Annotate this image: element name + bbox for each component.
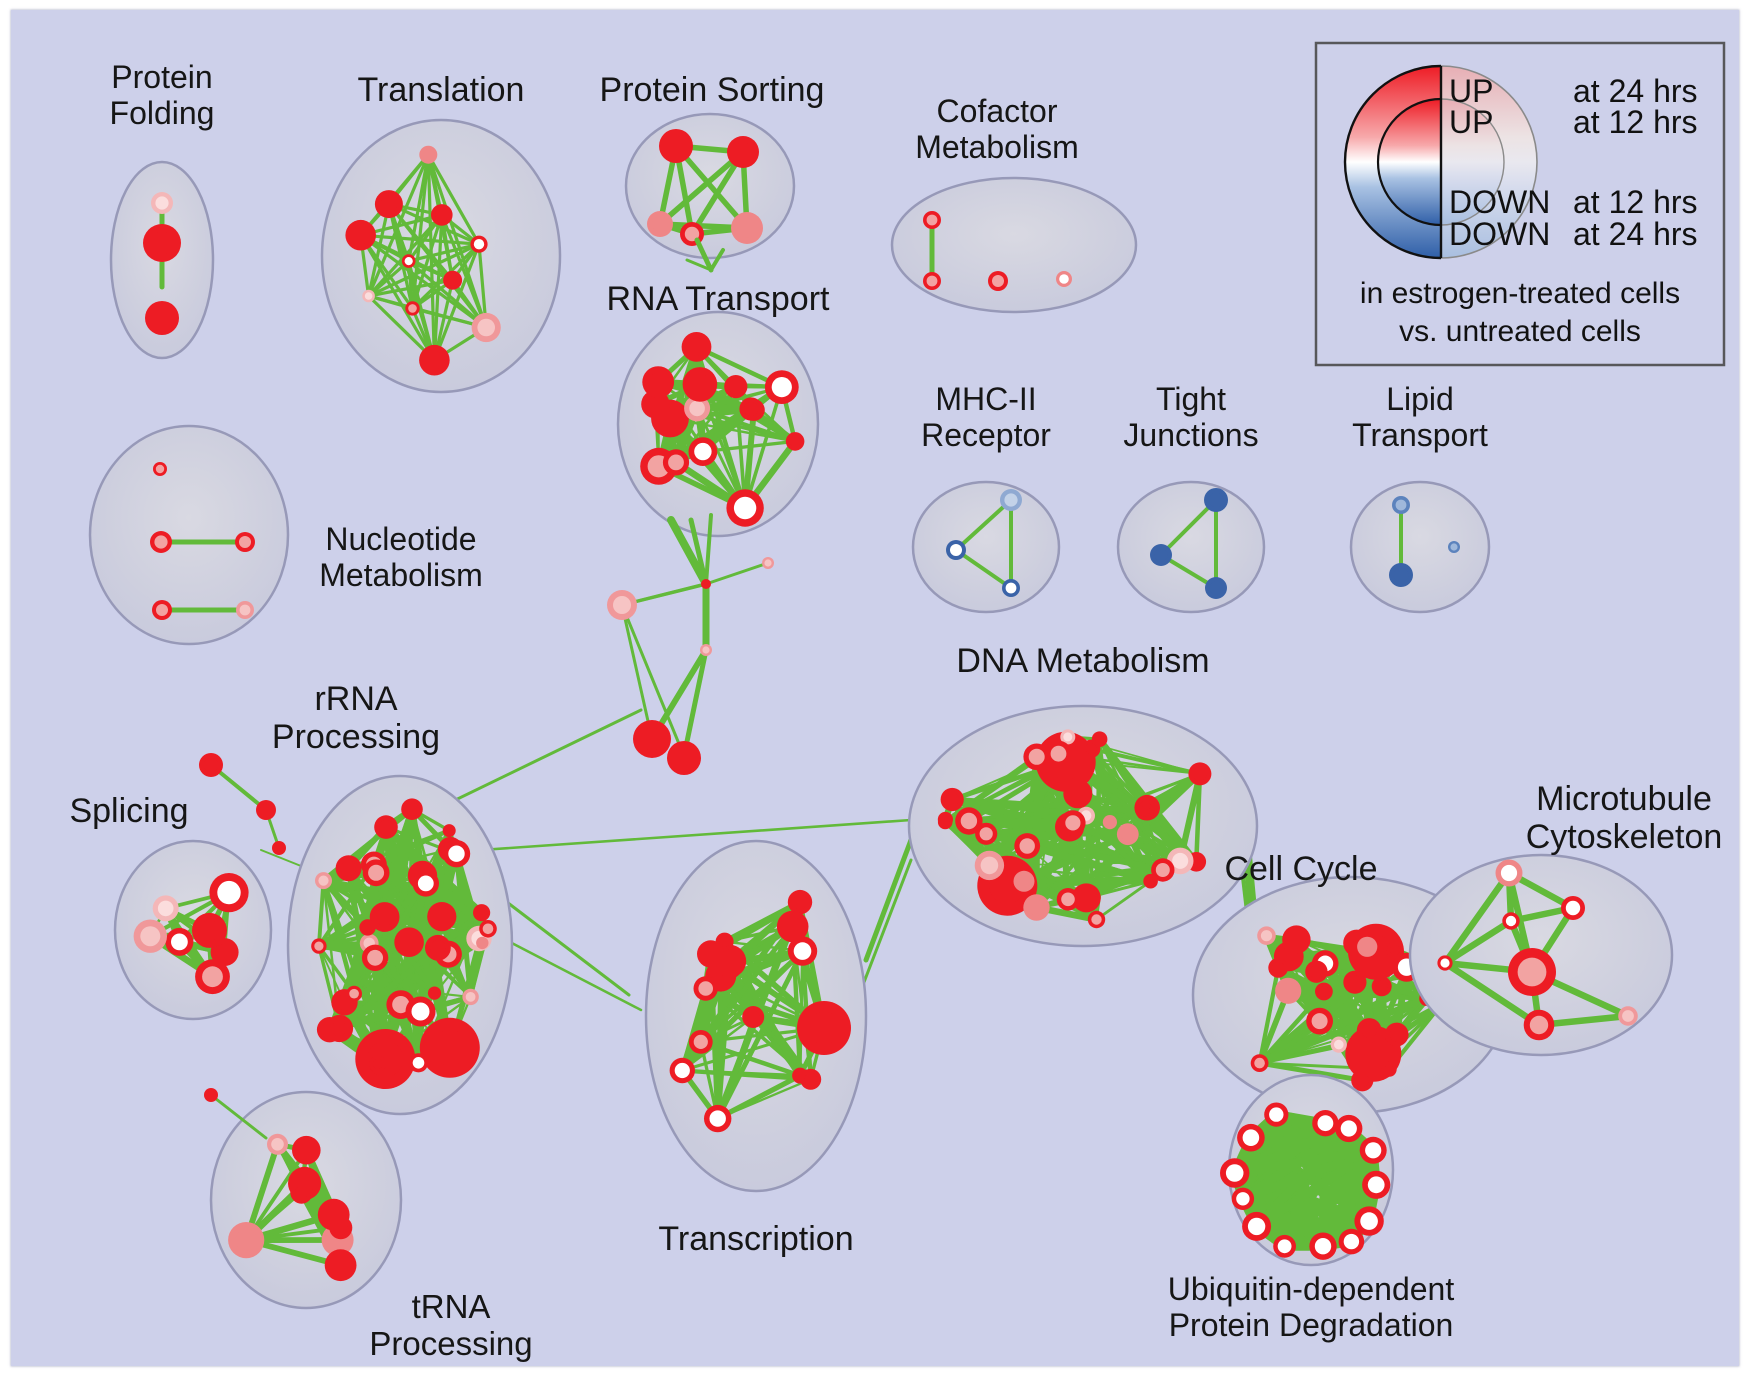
svg-text:DOWN: DOWN: [1449, 216, 1550, 252]
svg-text:Splicing: Splicing: [69, 792, 188, 830]
svg-text:Translation: Translation: [358, 71, 525, 109]
svg-text:Cell Cycle: Cell Cycle: [1224, 850, 1377, 888]
svg-text:UP: UP: [1449, 104, 1493, 140]
svg-text:at 12 hrs: at 12 hrs: [1573, 104, 1698, 140]
svg-text:DNA Metabolism: DNA Metabolism: [956, 642, 1209, 680]
svg-text:at 24 hrs: at 24 hrs: [1573, 216, 1698, 252]
svg-text:Protein Sorting: Protein Sorting: [600, 71, 825, 109]
svg-text:in estrogen-treated cells: in estrogen-treated cells: [1360, 277, 1680, 310]
svg-text:vs. untreated cells: vs. untreated cells: [1399, 315, 1641, 348]
svg-text:at 12 hrs: at 12 hrs: [1573, 184, 1698, 220]
svg-text:RNA Transport: RNA Transport: [607, 280, 831, 318]
svg-text:Transcription: Transcription: [658, 1220, 853, 1258]
svg-text:DOWN: DOWN: [1449, 184, 1550, 220]
